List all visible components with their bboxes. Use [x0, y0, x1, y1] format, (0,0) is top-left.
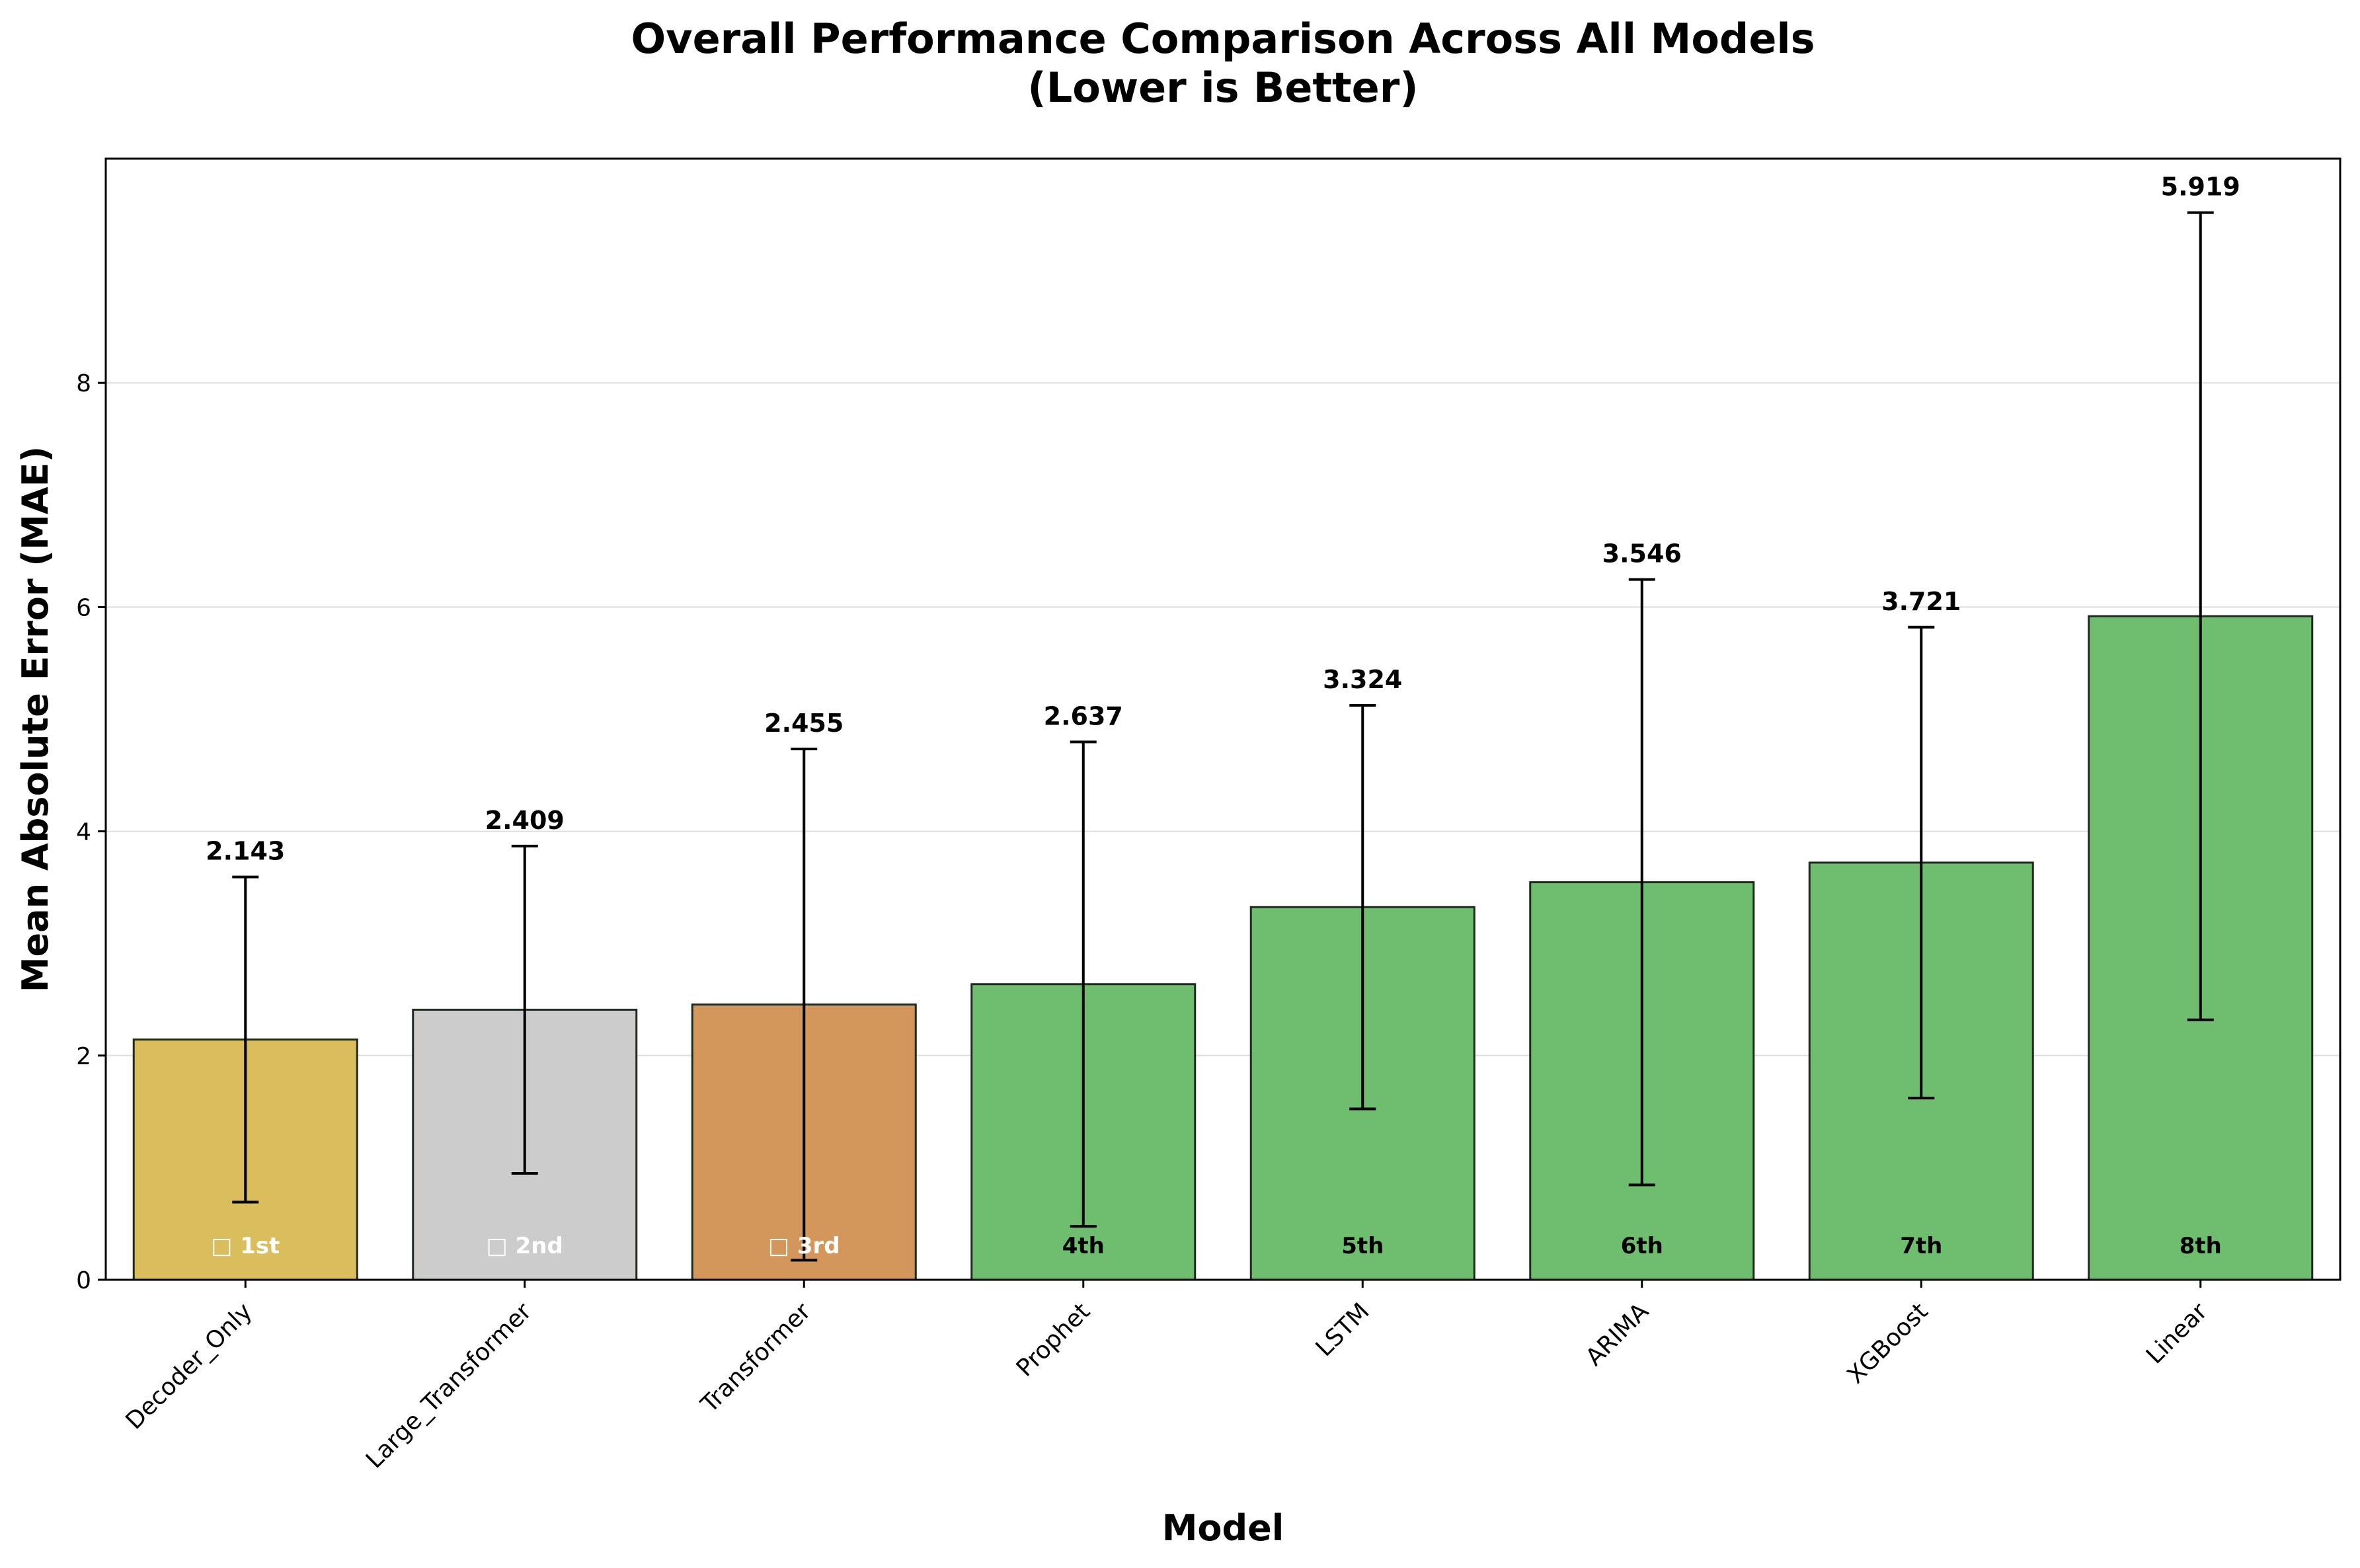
rank-label: 5th: [1341, 1233, 1384, 1259]
value-label: 2.637: [1044, 701, 1123, 730]
rank-label: □ 3rd: [768, 1233, 840, 1259]
rank-label: □ 1st: [211, 1233, 280, 1259]
y-axis-label: Mean Absolute Error (MAE): [15, 446, 56, 992]
rank-label: 7th: [1900, 1233, 1942, 1259]
y-tick-label: 4: [76, 819, 91, 846]
y-tick-label: 2: [76, 1043, 91, 1070]
plot-frame: [104, 157, 2341, 1281]
data-labels: 2.143 □ 1st 2.409 □ 2nd 2.455 □ 3rd 2.637 4th 3.…: [206, 173, 2240, 1259]
y-tick-label: 6: [76, 594, 91, 621]
rank-label: 4th: [1062, 1233, 1105, 1259]
value-label: 2.143: [206, 837, 285, 866]
value-label: 5.919: [2161, 173, 2240, 202]
chart-subtitle: (Lower is Better): [1027, 63, 1418, 112]
rank-label: 8th: [2180, 1233, 2222, 1259]
error-bars: [232, 211, 2214, 1262]
value-label: 3.324: [1323, 665, 1402, 694]
value-label: 2.409: [485, 806, 565, 835]
rank-label: □ 2nd: [487, 1233, 563, 1259]
y-axis: 0 2 4 6 8: [76, 370, 106, 1294]
rank-label: 6th: [1621, 1233, 1663, 1259]
x-axis-label: Model: [1162, 1507, 1284, 1549]
value-label: 2.455: [764, 709, 844, 738]
chart-title: Overall Performance Comparison Across Al…: [631, 15, 1815, 63]
value-label: 3.721: [1881, 587, 1961, 616]
value-label: 3.546: [1602, 539, 1682, 568]
y-tick-label: 0: [76, 1267, 91, 1294]
y-tick-label: 8: [76, 370, 91, 397]
